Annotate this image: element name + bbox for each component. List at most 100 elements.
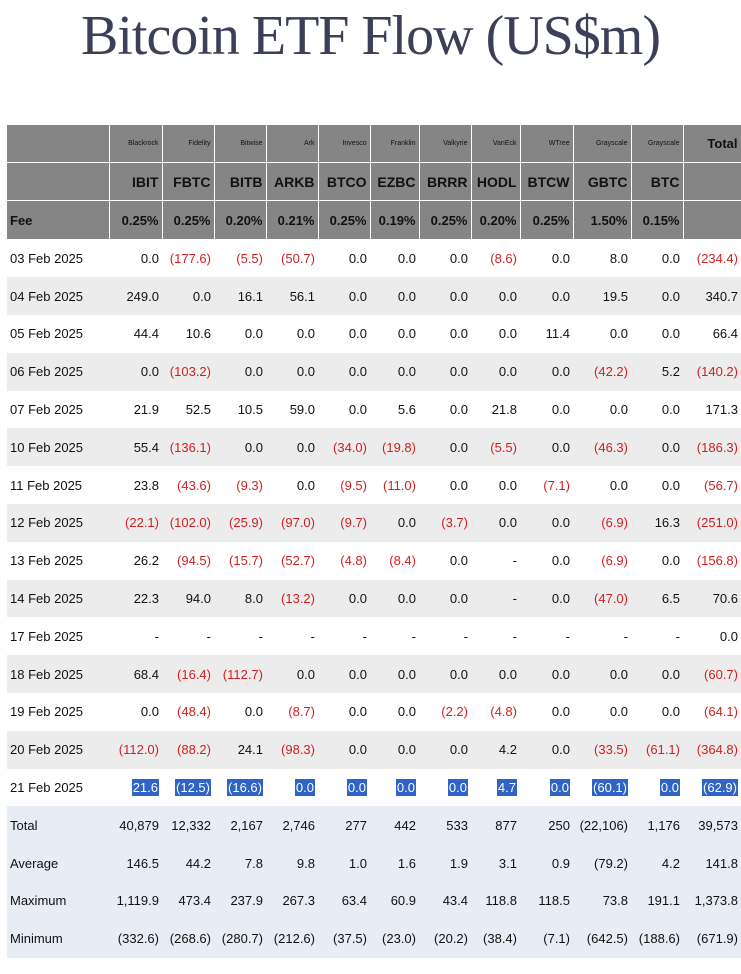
stat-label: Total (7, 806, 109, 845)
stat-value: 1,176 (631, 806, 683, 845)
row-date: 20 Feb 2025 (7, 730, 109, 769)
flow-value: (98.3) (281, 742, 315, 758)
flow-value: 21.9 (133, 402, 159, 418)
flow-value: 0.0 (348, 364, 367, 380)
flow-cell: (94.5) (162, 541, 214, 580)
stat-row: Total 40,879 12,332 2,167 2,746 277 442 533 877 2… (7, 806, 741, 845)
flow-cell: (33.5) (573, 730, 631, 769)
flow-value: 0.0 (609, 402, 628, 418)
daily-flows: 03 Feb 2025 0.0 (177.6) (5.5) (50.7) 0.0 0.0 0.… (7, 239, 741, 807)
summary-stats: Total 40,879 12,332 2,167 2,746 277 442 533 877 2… (7, 806, 741, 958)
issuer-name: Grayscale (631, 125, 684, 163)
row-total: (186.3) (683, 428, 741, 467)
flow-value: (5.5) (490, 439, 517, 455)
stat-value: 0.9 (520, 844, 573, 883)
row-total-value: (364.8) (696, 742, 738, 758)
flow-cell: 0.0 (631, 768, 683, 807)
stat-value: 12,332 (162, 806, 214, 845)
flow-cell: 21.9 (109, 390, 162, 429)
flow-cell: 0.0 (109, 352, 162, 391)
flow-cell: 0.0 (419, 352, 471, 391)
stat-value: 1.9 (419, 844, 471, 883)
flow-cell: (13.2) (266, 579, 318, 618)
stat-total: (671.9) (683, 919, 741, 958)
flow-value: - (362, 628, 367, 644)
flow-value: (42.2) (594, 364, 628, 380)
flow-cell: - (214, 617, 266, 656)
flow-cell: 0.0 (266, 428, 318, 467)
flow-value: 0.0 (244, 364, 263, 380)
flow-value: 26.2 (133, 553, 159, 569)
flow-cell: (50.7) (266, 239, 318, 278)
flow-value: 0.0 (449, 553, 468, 569)
flow-cell: (7.1) (520, 466, 573, 505)
flow-cell: (9.5) (318, 466, 370, 505)
row-date: 17 Feb 2025 (7, 617, 109, 656)
stat-row: Minimum (332.6) (268.6) (280.7) (212.6) (37.5… (7, 919, 741, 958)
row-date: 04 Feb 2025 (7, 277, 109, 316)
stat-value: (22,106) (573, 806, 631, 845)
flow-cell: (8.7) (266, 693, 318, 731)
flow-value: 0.0 (551, 515, 570, 531)
flow-value: 0.0 (449, 326, 468, 342)
table-row: 17 Feb 2025 - - - - - - - - - - - 0.0 (7, 617, 741, 656)
flow-value: - (310, 628, 315, 644)
flow-cell: (102.0) (162, 504, 214, 542)
flow-value: 0.0 (296, 326, 315, 342)
flow-value: 11.4 (545, 326, 570, 342)
flow-cell: 8.0 (214, 579, 266, 618)
stat-value: 4.2 (631, 844, 683, 883)
row-total: 66.4 (683, 315, 741, 353)
flow-value: 4.7 (496, 779, 517, 797)
row-total-value: (251.0) (696, 515, 738, 531)
row-total: 340.7 (683, 277, 741, 316)
flow-cell: 0.0 (318, 239, 370, 278)
fee-value: 0.20% (471, 200, 521, 240)
row-total: (60.7) (683, 655, 741, 694)
flow-value: 249.0 (126, 288, 159, 304)
page-title: Bitcoin ETF Flow (US$m) (80, 5, 661, 67)
row-total: 0.0 (683, 617, 741, 656)
flow-value: 55.4 (133, 439, 159, 455)
flow-value: - (675, 628, 680, 644)
flow-value: 0.0 (449, 364, 468, 380)
flow-value: (112.7) (222, 666, 263, 682)
stat-value: 146.5 (109, 844, 162, 883)
flow-value: (8.4) (389, 553, 416, 569)
flow-value: 21.8 (491, 402, 517, 418)
stat-value: 1.6 (370, 844, 419, 883)
flow-cell: 0.0 (370, 730, 419, 769)
flow-value: (88.2) (177, 742, 211, 758)
flow-value: 16.3 (654, 515, 680, 531)
flow-value: 21.6 (131, 779, 159, 797)
ticker-label: HODL (471, 162, 521, 201)
ticker-label: EZBC (370, 162, 420, 201)
flow-value: (33.5) (594, 742, 628, 758)
flow-value: (4.8) (490, 704, 517, 720)
flow-value: (2.2) (441, 704, 468, 720)
ticker-label: GBTC (573, 162, 632, 201)
row-date: 21 Feb 2025 (7, 768, 109, 807)
flow-cell: 249.0 (109, 277, 162, 316)
issuer-name: Valkyrie (419, 125, 472, 163)
table-row: 07 Feb 2025 21.9 52.5 10.5 59.0 0.0 5.6 0.0 21.8… (7, 390, 741, 429)
flow-value: 0.0 (449, 477, 468, 493)
date-label: 04 Feb 2025 (10, 288, 84, 304)
flow-value: 4.2 (498, 742, 517, 758)
flow-cell: 19.5 (573, 277, 631, 316)
flow-value: (48.4) (177, 704, 211, 720)
flow-cell: 0.0 (318, 579, 370, 618)
stat-row: Maximum 1,119.9 473.4 237.9 267.3 63.4 60.9 43.… (7, 882, 741, 920)
flow-cell: 0.0 (419, 315, 471, 353)
flow-value: 0.0 (397, 704, 416, 720)
issuer-name: Fidelity (162, 125, 215, 163)
date-label: 12 Feb 2025 (10, 515, 84, 531)
ticker-label: FBTC (162, 162, 215, 201)
flow-value: 0.0 (296, 364, 315, 380)
row-total: (234.4) (683, 239, 741, 278)
fee-value: 0.21% (266, 200, 319, 240)
row-total: (140.2) (683, 352, 741, 391)
flow-cell: 0.0 (419, 390, 471, 429)
date-label: 21 Feb 2025 (10, 780, 84, 796)
flow-cell: 0.0 (573, 466, 631, 505)
